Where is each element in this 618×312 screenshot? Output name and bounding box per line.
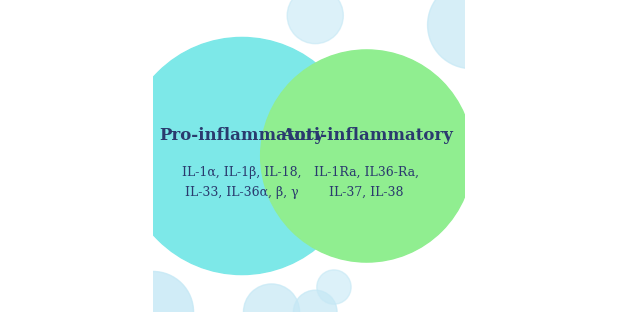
Text: Anti-inflammatory: Anti-inflammatory bbox=[281, 127, 452, 144]
Circle shape bbox=[124, 37, 360, 275]
Circle shape bbox=[294, 290, 337, 312]
Circle shape bbox=[261, 50, 473, 262]
Circle shape bbox=[287, 0, 344, 44]
Circle shape bbox=[243, 284, 300, 312]
Circle shape bbox=[317, 270, 351, 304]
Text: IL-1Ra, IL36-Ra,
IL-37, IL-38: IL-1Ra, IL36-Ra, IL-37, IL-38 bbox=[314, 166, 419, 199]
Circle shape bbox=[428, 0, 515, 69]
Text: Pro-inflammatory: Pro-inflammatory bbox=[159, 127, 324, 144]
Circle shape bbox=[112, 271, 193, 312]
Text: IL-1α, IL-1β, IL-18,
IL-33, IL-36α, β, γ: IL-1α, IL-1β, IL-18, IL-33, IL-36α, β, γ bbox=[182, 166, 302, 199]
